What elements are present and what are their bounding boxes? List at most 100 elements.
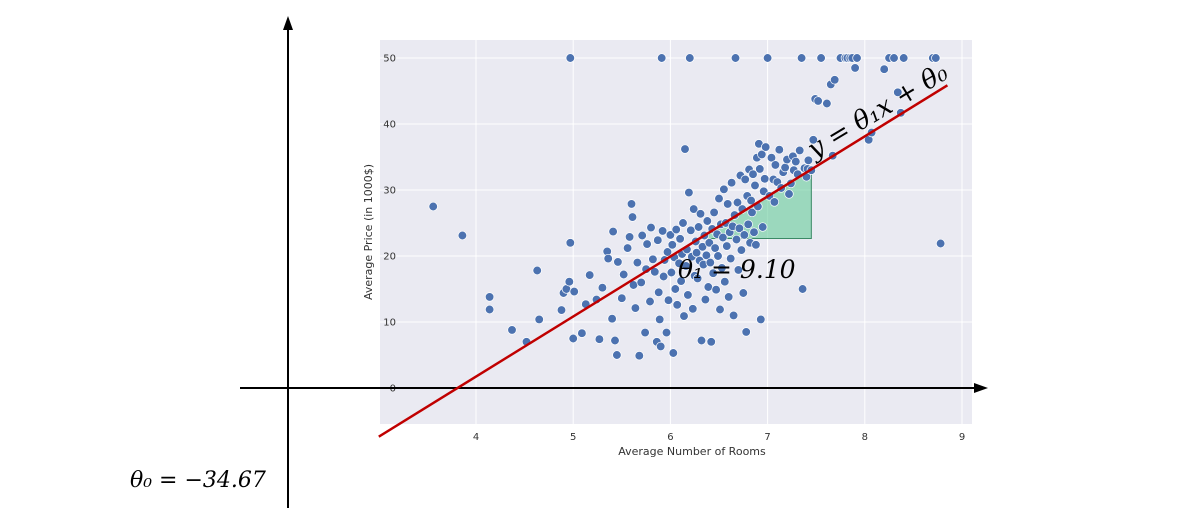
data-point — [484, 304, 495, 315]
data-point — [661, 327, 672, 338]
y-tick-label: 40 — [383, 120, 396, 131]
data-point — [808, 135, 818, 145]
data-point — [680, 144, 690, 154]
data-point — [619, 269, 629, 280]
data-point — [711, 285, 721, 295]
data-point — [689, 204, 699, 214]
x-tick-label: 8 — [862, 432, 868, 443]
data-point — [719, 184, 729, 194]
data-point — [610, 335, 620, 346]
data-point — [666, 267, 677, 278]
data-point — [603, 253, 613, 264]
data-point — [532, 265, 542, 276]
data-point — [724, 292, 734, 302]
data-point — [935, 238, 946, 249]
data-point — [556, 305, 567, 315]
data-point — [624, 232, 635, 242]
data-point — [568, 333, 578, 344]
data-point — [713, 251, 723, 261]
data-point — [507, 325, 517, 335]
x-tick-label: 5 — [570, 432, 576, 443]
data-point — [670, 284, 680, 294]
data-point — [654, 287, 664, 297]
data-point — [714, 193, 724, 204]
data-point — [657, 226, 668, 236]
data-point — [658, 271, 669, 282]
data-point — [723, 199, 733, 209]
data-point — [743, 219, 753, 229]
data-point — [755, 164, 765, 174]
data-point — [720, 277, 730, 287]
data-point — [722, 241, 732, 251]
data-point — [608, 226, 618, 237]
data-point — [760, 174, 770, 184]
y-tick-label: 10 — [383, 318, 396, 329]
data-point — [607, 314, 617, 324]
y-axis-label: Average Price (in 1000$) — [362, 164, 375, 300]
data-point — [780, 162, 790, 173]
data-point — [761, 142, 771, 152]
data-point — [648, 254, 658, 264]
x-tick-label: 4 — [473, 432, 479, 443]
data-point — [726, 253, 736, 264]
data-point — [457, 230, 468, 241]
data-point — [696, 335, 707, 346]
data-point — [717, 263, 727, 273]
data-point — [534, 314, 544, 325]
data-point — [740, 174, 750, 185]
data-point — [739, 230, 749, 240]
data-point — [701, 250, 712, 260]
data-point — [679, 311, 689, 321]
data-point — [663, 295, 674, 305]
data-point — [565, 53, 575, 63]
data-point — [899, 53, 909, 63]
x-axis-label: Average Number of Rooms — [618, 445, 766, 458]
data-point — [718, 232, 728, 243]
data-point — [681, 261, 691, 271]
data-point — [622, 243, 633, 253]
data-point — [830, 75, 840, 85]
data-point — [791, 156, 801, 167]
data-point — [748, 169, 758, 179]
data-point — [676, 276, 686, 286]
data-point — [803, 155, 814, 165]
data-point — [667, 240, 677, 250]
data-point — [686, 225, 696, 235]
y-tick-label: 30 — [383, 186, 396, 197]
data-point — [640, 327, 650, 338]
data-point — [678, 218, 688, 228]
data-point — [852, 53, 862, 63]
data-point — [668, 348, 678, 358]
data-point — [692, 273, 703, 284]
data-point — [632, 257, 643, 268]
data-point — [731, 234, 742, 245]
data-point — [627, 212, 638, 222]
data-point — [879, 64, 889, 74]
data-point — [630, 303, 641, 313]
y-axis-arrow — [283, 16, 293, 30]
data-point — [646, 222, 656, 233]
intercept-label: θ₀ = −34.67 — [130, 468, 266, 493]
data-point — [813, 96, 823, 106]
data-point — [569, 286, 579, 297]
data-point — [672, 300, 682, 310]
data-point — [697, 242, 708, 252]
data-point — [795, 145, 805, 156]
data-point — [585, 270, 595, 280]
data-point — [685, 53, 695, 63]
data-point — [816, 53, 826, 63]
data-point — [738, 288, 748, 298]
data-point — [653, 235, 663, 245]
data-point — [889, 53, 899, 63]
data-point — [612, 350, 622, 360]
data-point — [709, 207, 719, 218]
data-point — [734, 223, 745, 233]
data-point — [688, 304, 698, 314]
data-point — [702, 216, 712, 226]
data-point — [428, 201, 438, 212]
data-point — [732, 197, 743, 208]
data-point — [634, 351, 644, 361]
data-point — [797, 284, 808, 294]
tick-labels: 45678901020304050 — [383, 54, 965, 444]
data-point — [757, 149, 767, 160]
